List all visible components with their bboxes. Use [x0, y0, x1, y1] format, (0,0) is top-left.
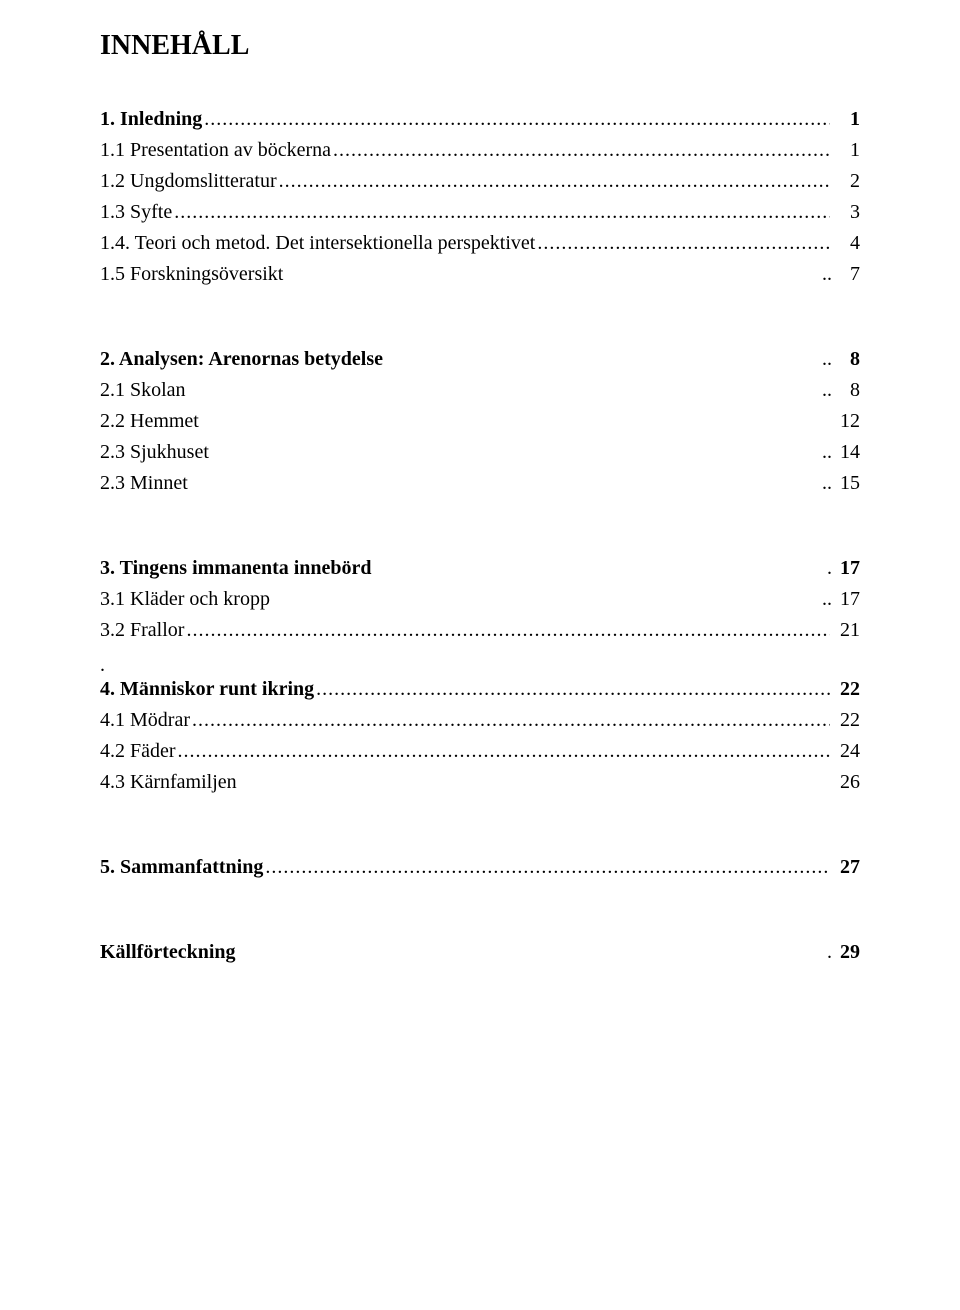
spacer [100, 503, 860, 549]
toc-leader [333, 139, 830, 162]
toc-entry-page: 3 [832, 201, 860, 224]
toc-entry-label: 3. Tingens immanenta innebörd [100, 557, 372, 580]
toc-entry-label: 1.3 Syfte [100, 201, 172, 224]
toc-entry-page: 22 [832, 678, 860, 701]
spacer [100, 650, 860, 660]
toc-entry-label: 4.1 Mödrar [100, 709, 190, 732]
toc-leader-short: .. [822, 379, 832, 402]
toc-entry-label: 5. Sammanfattning [100, 856, 263, 879]
toc-entry: 2.1 Skolan.. 8 [100, 379, 860, 402]
toc-entry: 2.3 Sjukhuset.. 14 [100, 441, 860, 464]
toc-entry-page: 24 [832, 740, 860, 763]
toc-leader [192, 709, 830, 732]
toc-entry-label: 2.3 Sjukhuset [100, 441, 209, 464]
toc-entry-page: 1 [832, 139, 860, 162]
toc-leader-short: .. [822, 263, 832, 286]
toc-entry-page: 4 [832, 232, 860, 255]
spacer [100, 887, 860, 933]
page: INNEHÅLL 1. Inledning11.1 Presentation a… [0, 0, 960, 1310]
toc-entry: 3.1 Kläder och kropp.. 17 [100, 588, 860, 611]
toc-leader [265, 856, 830, 879]
toc-entry-label: 2.3 Minnet [100, 472, 188, 495]
toc-leader [178, 740, 830, 763]
toc-entry-page: 21 [832, 619, 860, 642]
toc-entry: 4.1 Mödrar 22 [100, 709, 860, 732]
toc-entry-label: 4. Människor runt ikring [100, 678, 314, 701]
toc-leader-short: .. [822, 588, 832, 611]
toc-entry: 1.2 Ungdomslitteratur 2 [100, 170, 860, 193]
toc-entry-page: 8 [832, 379, 860, 402]
toc-entry: 3. Tingens immanenta innebörd. 17 [100, 557, 860, 580]
toc-entry: 2. Analysen: Arenornas betydelse.. 8 [100, 348, 860, 371]
toc-entry-page: 7 [832, 263, 860, 286]
toc-entry-page: 14 [832, 441, 860, 464]
toc-entry-label: Källförteckning [100, 941, 236, 964]
toc-entry-page: 2 [832, 170, 860, 193]
toc-entry-page: 15 [832, 472, 860, 495]
toc-entry: 1. Inledning 1 [100, 108, 860, 131]
toc-entry-label: 1.2 Ungdomslitteratur [100, 170, 277, 193]
toc-leader-short: .. [822, 348, 832, 371]
toc-entry-label: 1.1 Presentation av böckerna [100, 139, 331, 162]
toc-leader-short: .. [822, 472, 832, 495]
toc-entry-label: 2. Analysen: Arenornas betydelse [100, 348, 383, 371]
toc-leader [204, 108, 830, 131]
toc-entry: 1.4. Teori och metod. Det intersektionel… [100, 232, 860, 255]
toc-entry: 4.2 Fäder 24 [100, 740, 860, 763]
toc-entry-page: 8 [832, 348, 860, 371]
toc-entry: 4.3 Kärnfamiljen 26 [100, 771, 860, 794]
toc-entry: Källförteckning. 29 [100, 941, 860, 964]
toc-entry: 1.3 Syfte 3 [100, 201, 860, 224]
toc-entry-label: 1. Inledning [100, 108, 202, 131]
toc-entry-label: 1.5 Forskningsöversikt [100, 263, 283, 286]
toc-entry: 1.5 Forskningsöversikt.. 7 [100, 263, 860, 286]
toc-entry: 1.1 Presentation av böckerna 1 [100, 139, 860, 162]
toc-entry-label: 2.2 Hemmet [100, 410, 199, 433]
toc-leader [316, 678, 830, 701]
toc-entry: 4. Människor runt ikring 22 [100, 678, 860, 701]
toc-leader [279, 170, 830, 193]
toc-entry-page: 29 [832, 941, 860, 964]
toc-entry-page: 22 [832, 709, 860, 732]
toc-leader [537, 232, 830, 255]
toc-leader-short: .. [822, 441, 832, 464]
toc-entry: 2.3 Minnet.. 15 [100, 472, 860, 495]
toc-entry-page: 17 [832, 557, 860, 580]
toc-entry-label: 4.3 Kärnfamiljen [100, 771, 237, 794]
toc-title: INNEHÅLL [100, 30, 860, 62]
stray-dot: . [100, 660, 860, 670]
toc-entry-page: 17 [832, 588, 860, 611]
spacer [100, 294, 860, 340]
toc-entry-page: 26 [832, 771, 860, 794]
spacer [100, 802, 860, 848]
toc-entry-page: 1 [832, 108, 860, 131]
toc-entry-page: 27 [832, 856, 860, 879]
toc-entry: 3.2 Frallor 21 [100, 619, 860, 642]
toc-entry-label: 1.4. Teori och metod. Det intersektionel… [100, 232, 535, 255]
toc-entry-page: 12 [832, 410, 860, 433]
toc-entry-label: 3.1 Kläder och kropp [100, 588, 270, 611]
toc-entry: 2.2 Hemmet 12 [100, 410, 860, 433]
toc-leader [186, 619, 830, 642]
toc-entry-label: 2.1 Skolan [100, 379, 186, 402]
toc-entry: 5. Sammanfattning 27 [100, 856, 860, 879]
toc-entry-label: 4.2 Fäder [100, 740, 176, 763]
toc-body: 1. Inledning11.1 Presentation av böckern… [100, 108, 860, 964]
toc-entry-label: 3.2 Frallor [100, 619, 184, 642]
toc-leader [174, 201, 830, 224]
